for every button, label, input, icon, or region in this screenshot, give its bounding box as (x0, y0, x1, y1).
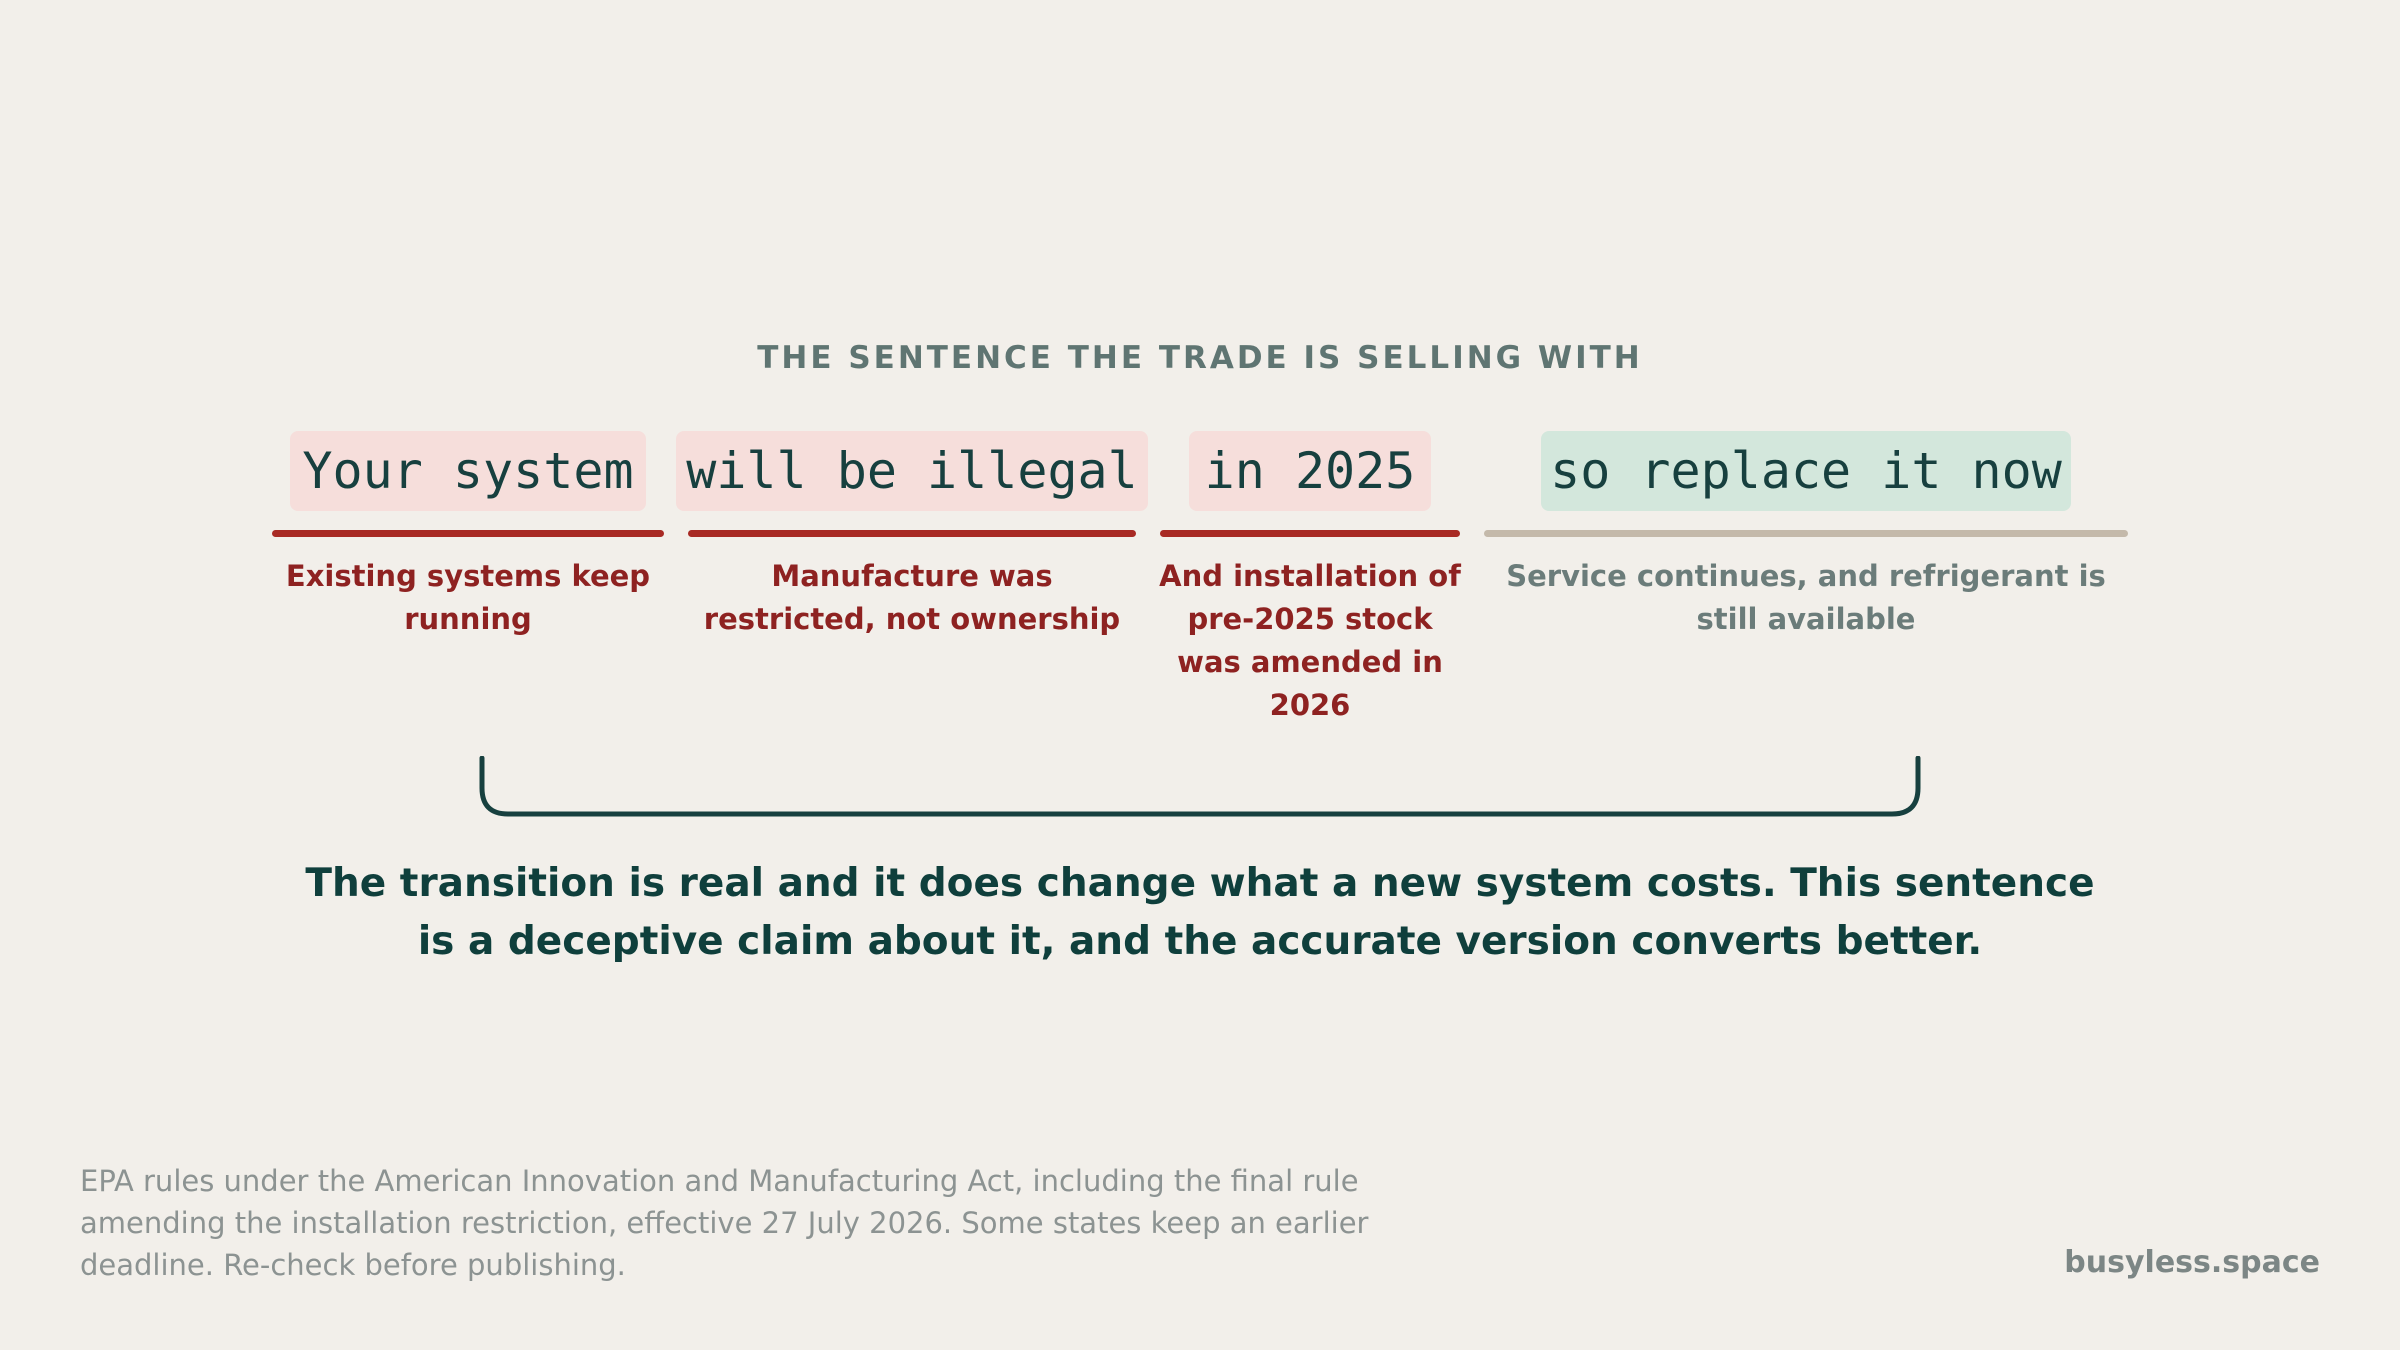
grouping-bracket (479, 756, 1921, 817)
annotation-existing-systems: Existing systems keep running (285, 559, 651, 636)
annotation-service-continues: Service continues, and refrigerant is st… (1506, 559, 2106, 636)
phrase-chip-your-system: Your system (290, 431, 646, 511)
conclusion-statement: The transition is real and it does chang… (305, 861, 2095, 964)
underline-misleading (272, 530, 664, 537)
phrase-chip-replace-it-now: so replace it now (1541, 431, 2071, 511)
annotation-installation-amended: And installation of pre-2025 stock was a… (1159, 559, 1461, 722)
source-footnote: EPA rules under the American Innovation … (80, 1164, 1369, 1282)
phrase-chip-will-be-illegal: will be illegal (676, 431, 1148, 511)
underline-neutral (1484, 530, 2128, 537)
underline-misleading (688, 530, 1136, 537)
brand-wordmark: busyless.space (2064, 1245, 2320, 1280)
annotation-manufacture-restricted: Manufacture was restricted, not ownershi… (703, 559, 1121, 636)
section-eyebrow: THE SENTENCE THE TRADE IS SELLING WITH (757, 340, 1643, 376)
phrase-chip-in-2025: in 2025 (1189, 431, 1431, 511)
underline-misleading (1160, 530, 1460, 537)
